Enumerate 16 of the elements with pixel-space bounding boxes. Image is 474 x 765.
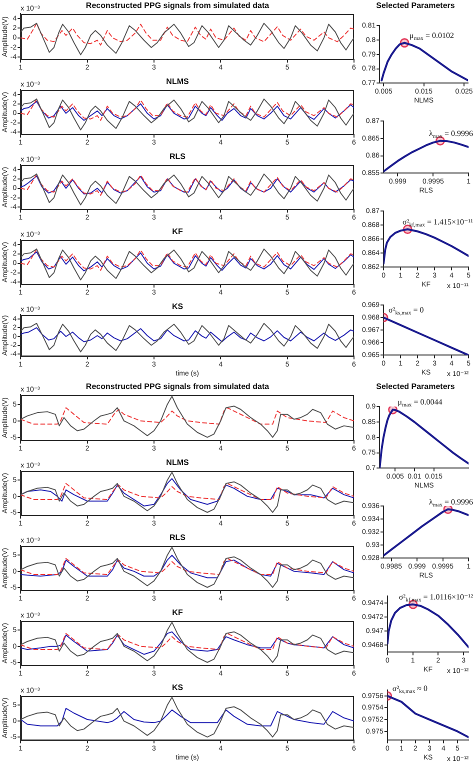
line-series: [20, 22, 354, 46]
chart-title: KS: [172, 302, 184, 312]
chart-title: KS: [172, 683, 184, 692]
chart-title: RLS: [170, 533, 186, 542]
chart-title: Selected Parameters: [376, 1, 456, 10]
chart-title: RLS: [170, 152, 186, 162]
chart-title: Selected Parameters: [376, 382, 456, 392]
line-series: [20, 632, 354, 650]
line-series: [20, 407, 354, 425]
chart-title: NLMS: [166, 77, 190, 86]
chart-title: KF: [172, 227, 183, 236]
chart-title: Reconstructed PPG signals from simulated data: [86, 1, 270, 10]
chart-title: Reconstructed PPG signals from simulated data: [86, 382, 270, 392]
chart-title: NLMS: [166, 458, 190, 468]
line-series: [20, 482, 354, 500]
chart-title: KF: [172, 608, 183, 618]
